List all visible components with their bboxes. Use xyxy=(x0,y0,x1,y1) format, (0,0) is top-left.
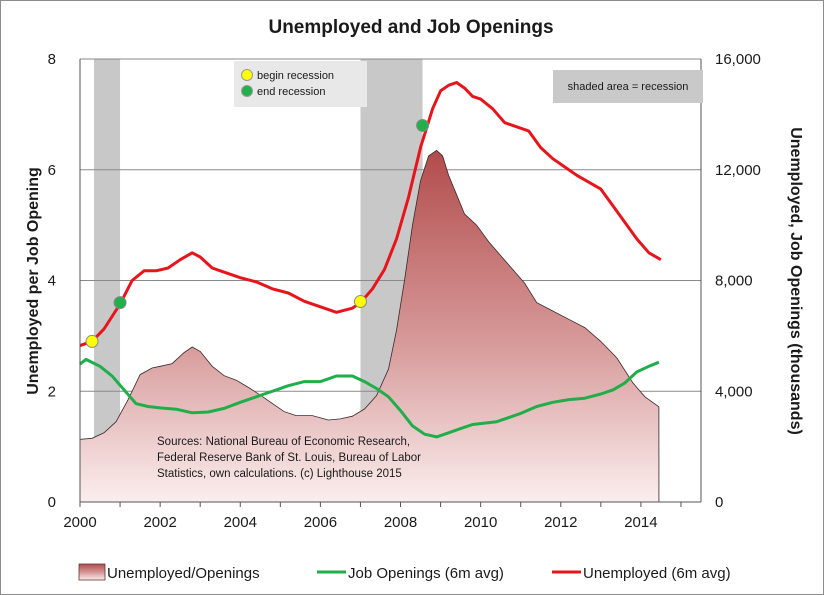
legend-label-unemployed: Unemployed (6m avg) xyxy=(583,565,731,582)
x-tick-label-7: 2014 xyxy=(624,514,657,531)
series-legend: Unemployed/Openings Job Openings (6m avg… xyxy=(78,563,731,582)
y-right-tick-label-0: 0 xyxy=(715,494,723,511)
marker-end-3 xyxy=(416,118,430,132)
marker-legend-box: begin recession end recession xyxy=(234,61,367,107)
end-recession-swatch xyxy=(241,85,253,97)
y-right-tick-label-3: 12,000 xyxy=(715,162,761,179)
x-tick-label-5: 2010 xyxy=(464,514,497,531)
chart-title: Unemployed and Job Openings xyxy=(268,17,553,38)
marker-end-1 xyxy=(113,296,127,310)
end-recession-label: end recession xyxy=(257,86,326,98)
y-left-tick-label-0: 0 xyxy=(48,494,56,511)
begin-recession-label: begin recession xyxy=(257,70,334,82)
y-right-tick-label-2: 8,000 xyxy=(715,273,753,290)
recession-note-bg xyxy=(553,70,703,103)
y-right-tick-label-1: 4,000 xyxy=(715,383,753,400)
x-tick-label-0: 2000 xyxy=(63,514,96,531)
source-line-3: Statistics, own calculations. (c) Lighth… xyxy=(157,468,402,480)
legend-swatch-ratio xyxy=(78,563,106,581)
y-left-tick-label-4: 8 xyxy=(48,51,56,68)
source-line-2: Federal Reserve Bank of St. Louis, Burea… xyxy=(157,452,421,464)
marker-layer xyxy=(85,118,430,348)
y-left-tick-label-2: 4 xyxy=(48,273,56,290)
x-tick-label-6: 2012 xyxy=(544,514,577,531)
y-right-tick-label-4: 16,000 xyxy=(715,51,761,68)
line-layer xyxy=(79,81,662,439)
x-tick-label-3: 2006 xyxy=(304,514,337,531)
marker-begin-2 xyxy=(353,295,367,309)
axis-layer xyxy=(79,59,702,507)
legend-label-openings: Job Openings (6m avg) xyxy=(348,565,504,582)
source-note: Sources: National Bureau of Economic Res… xyxy=(157,436,421,480)
marker-begin-0 xyxy=(85,334,99,348)
x-tick-label-1: 2002 xyxy=(143,514,176,531)
y-left-tick-label-3: 6 xyxy=(48,162,56,179)
y-left-tick-label-1: 2 xyxy=(48,383,56,400)
legend-label-ratio: Unemployed/Openings xyxy=(107,565,260,582)
x-tick-label-2: 2004 xyxy=(224,514,257,531)
tick-layer: 2000 2002 2004 2006 2008 2010 2012 2014 0 2 4 6 8 0 4,… xyxy=(48,51,761,531)
marker-legend-bg xyxy=(234,61,367,107)
source-line-1: Sources: National Bureau of Economic Res… xyxy=(157,436,410,448)
series-line-openings xyxy=(79,357,660,439)
begin-recession-swatch xyxy=(241,69,253,81)
x-tick-label-4: 2008 xyxy=(384,514,417,531)
y-axis-right-title: Unemployed, Job Openings (thousands) xyxy=(787,127,804,435)
y-axis-left-title: Unemployed per Job Opening xyxy=(25,167,42,395)
series-line-unemployed xyxy=(79,81,662,348)
recession-note-text: shaded area = recession xyxy=(568,81,689,93)
recession-note-box: shaded area = recession xyxy=(553,70,703,103)
